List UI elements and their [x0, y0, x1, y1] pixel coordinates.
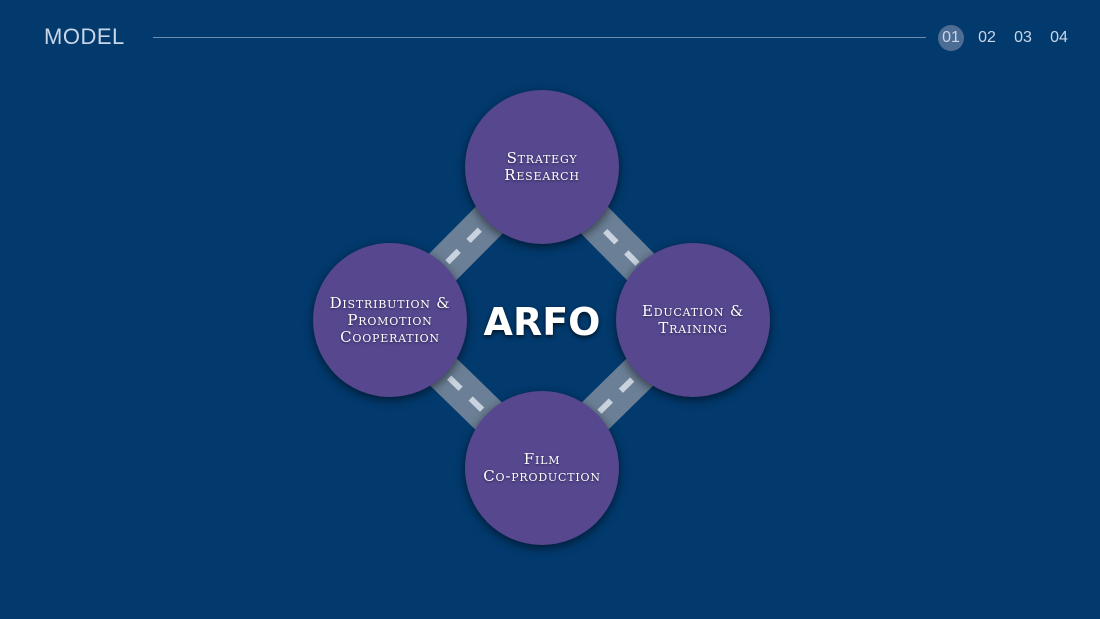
page-button-01[interactable]: 01: [938, 25, 964, 51]
center-label: ARFO: [483, 300, 601, 344]
pagination: 01 02 03 04: [938, 25, 1072, 51]
node-distribution-promotion-cooperation: Distribution & Promotion Cooperation: [313, 243, 467, 397]
node-strategy-research: Strategy Research: [465, 90, 619, 244]
page-title: MODEL: [44, 24, 125, 49]
page-button-04[interactable]: 04: [1050, 29, 1068, 46]
node-education-training: Education & Training: [616, 243, 770, 397]
node-film-co-production: Film Co-production: [465, 391, 619, 545]
page-button-02[interactable]: 02: [978, 29, 996, 46]
page-button-03[interactable]: 03: [1014, 29, 1032, 46]
header-divider: [153, 37, 926, 38]
